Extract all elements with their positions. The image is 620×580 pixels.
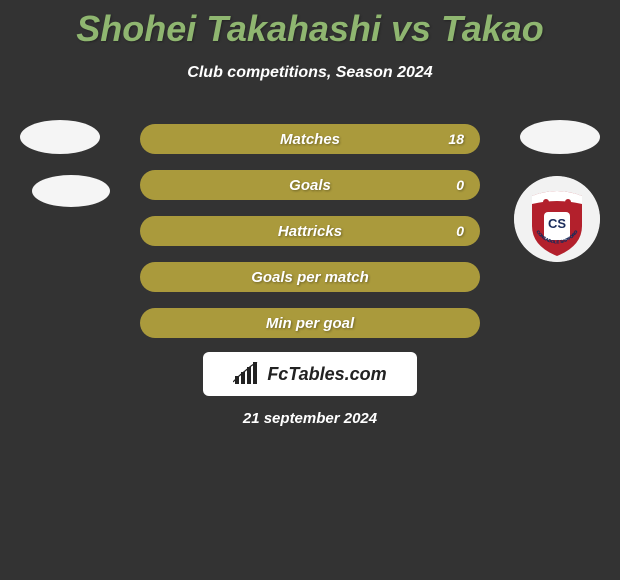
stat-bar-goals: Goals 0 xyxy=(140,170,480,200)
stat-bar-goals-per-match: Goals per match xyxy=(140,262,480,292)
bars-icon xyxy=(233,362,261,386)
page-title: Shohei Takahashi vs Takao xyxy=(0,0,620,50)
player1-avatar-placeholder xyxy=(20,120,100,154)
player2-avatar-placeholder xyxy=(520,120,600,154)
stat-bars: Matches 18 Goals 0 Hattricks 0 Goals per… xyxy=(140,124,480,354)
consadole-sapporo-icon: CS CONSADOLE SAPPORO CONSADOLE SAPPORO xyxy=(514,176,600,262)
stat-value: 18 xyxy=(448,131,464,147)
stat-bar-min-per-goal: Min per goal xyxy=(140,308,480,338)
subtitle: Club competitions, Season 2024 xyxy=(0,64,620,82)
player2-club-badge: CS CONSADOLE SAPPORO CONSADOLE SAPPORO xyxy=(514,176,600,262)
stat-label: Min per goal xyxy=(266,315,354,332)
stat-label: Goals xyxy=(289,177,331,194)
svg-text:CS: CS xyxy=(548,216,566,231)
logo-text: FcTables.com xyxy=(267,364,386,385)
stat-label: Hattricks xyxy=(278,223,342,240)
stat-bar-hattricks: Hattricks 0 xyxy=(140,216,480,246)
player1-club-placeholder xyxy=(32,175,110,207)
fctables-logo: FcTables.com xyxy=(203,352,417,396)
stat-value: 0 xyxy=(456,177,464,193)
stat-bar-matches: Matches 18 xyxy=(140,124,480,154)
stat-label: Goals per match xyxy=(251,269,369,286)
stat-value: 0 xyxy=(456,223,464,239)
date-label: 21 september 2024 xyxy=(243,410,377,427)
stat-label: Matches xyxy=(280,131,340,148)
